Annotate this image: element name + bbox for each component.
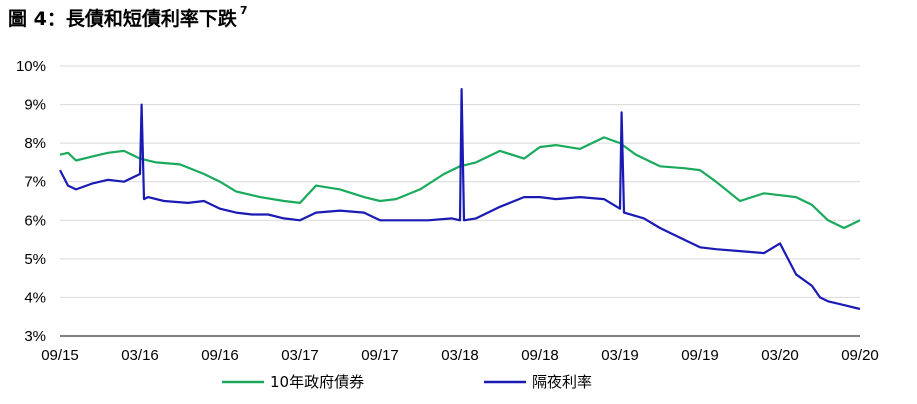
y-tick-label: 4% bbox=[24, 289, 46, 306]
x-tick-label: 09/19 bbox=[681, 347, 719, 364]
legend-label: 10年政府債券 bbox=[270, 373, 364, 391]
title-footnote: 7 bbox=[239, 4, 248, 17]
x-tick-label: 03/20 bbox=[761, 347, 799, 364]
x-tick-label: 09/15 bbox=[41, 347, 79, 364]
x-tick-label: 03/16 bbox=[121, 347, 159, 364]
y-tick-label: 8% bbox=[24, 135, 46, 152]
legend: 10年政府債券 隔夜利率 bbox=[222, 373, 592, 391]
x-tick-label: 09/18 bbox=[521, 347, 559, 364]
chart-title-text: 圖 4：長債和短債利率下跌 bbox=[8, 8, 237, 30]
chart-title: 圖 4：長債和短債利率下跌 7 bbox=[8, 4, 248, 31]
legend-label: 隔夜利率 bbox=[532, 373, 592, 391]
y-tick-label: 5% bbox=[24, 251, 46, 268]
x-tick-label: 03/18 bbox=[441, 347, 479, 364]
x-tick-label: 09/16 bbox=[201, 347, 239, 364]
y-tick-label: 3% bbox=[24, 328, 46, 345]
y-tick-label: 7% bbox=[24, 174, 46, 191]
x-tick-label: 09/17 bbox=[361, 347, 399, 364]
x-tick-label: 09/20 bbox=[841, 347, 879, 364]
x-axis-ticks: 09/15 03/16 09/16 03/17 09/17 03/18 09/18 03/19… bbox=[41, 347, 879, 364]
series-line-10y-bond bbox=[59, 136, 861, 230]
x-tick-label: 03/17 bbox=[281, 347, 319, 364]
y-axis-ticks: 3% 4% 5% 6% 7% 8% 9% 10% bbox=[16, 58, 46, 345]
y-tick-label: 9% bbox=[24, 97, 46, 114]
series-line-overnight bbox=[59, 87, 861, 311]
y-tick-label: 10% bbox=[16, 58, 46, 75]
series-lines bbox=[59, 87, 861, 311]
x-tick-label: 03/19 bbox=[601, 347, 639, 364]
y-tick-label: 6% bbox=[24, 212, 46, 229]
